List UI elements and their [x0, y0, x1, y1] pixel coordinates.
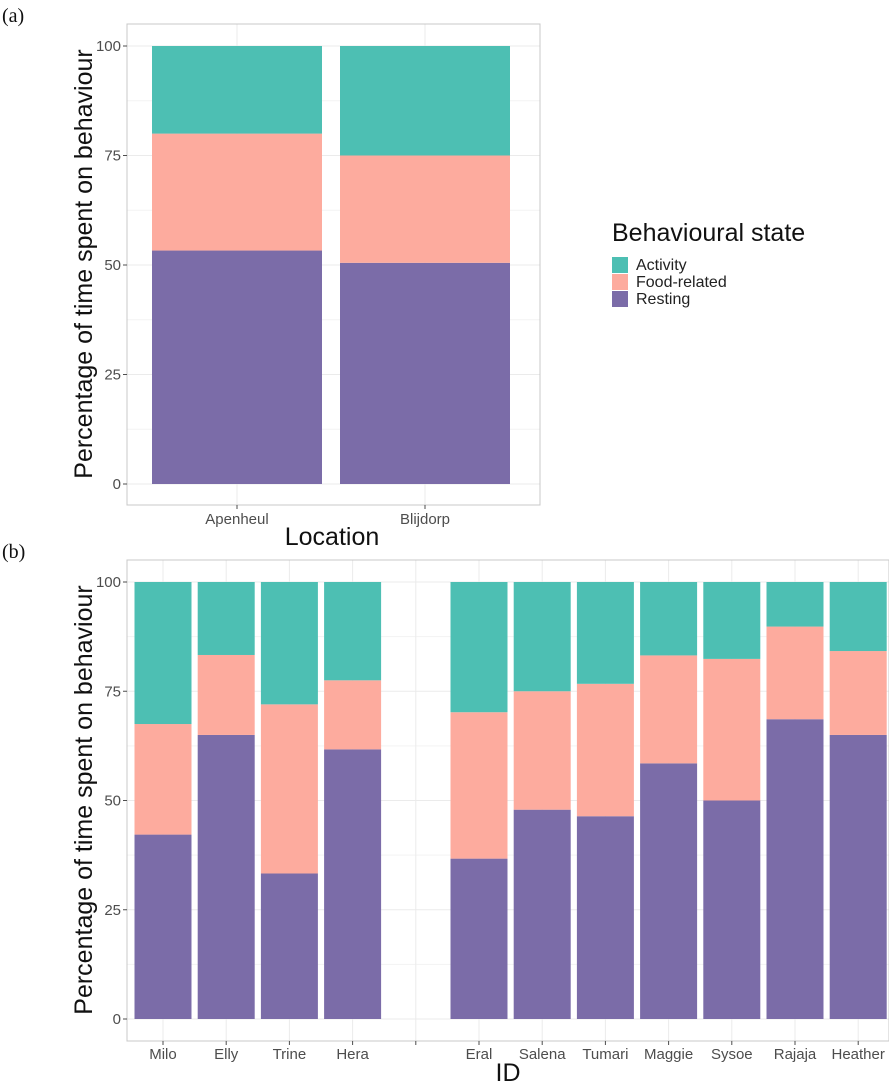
chart-panel-b: (b) 0 25 50 75 100 Milo Elly Trine Hera Eral Salena…	[2, 541, 889, 1084]
x-tick-label: Hera	[336, 1046, 369, 1063]
bar-activity-eral	[450, 582, 508, 713]
bar-resting-tumari	[576, 816, 634, 1019]
x-tick-label: Elly	[214, 1046, 239, 1063]
bar-activity-hera	[324, 582, 382, 681]
x-tick-label: Eral	[466, 1046, 493, 1063]
bar-activity-tumari	[576, 582, 634, 684]
bar-food-related-milo	[134, 724, 192, 835]
x-tick-label: Milo	[149, 1046, 177, 1063]
bar-food-related-eral	[450, 712, 508, 859]
legend-swatch-food-related	[612, 274, 628, 290]
bar-food-related-trine	[260, 704, 318, 874]
x-tick-label: Heather	[832, 1046, 885, 1063]
bar-resting-hera	[324, 749, 382, 1019]
bar-food-related-salena	[513, 691, 571, 810]
legend-title: Behavioural state	[612, 219, 805, 247]
x-tick-label: Sysoe	[711, 1046, 753, 1063]
bar-activity-maggie	[640, 582, 698, 656]
bar-resting-rajaja	[766, 719, 824, 1019]
bar-food-related-hera	[324, 680, 382, 750]
bar-resting-blijdorp	[340, 262, 510, 484]
bar-resting-sysoe	[703, 800, 761, 1019]
y-tick-label: 75	[104, 683, 121, 700]
bar-food-related-sysoe	[703, 658, 761, 801]
panel-label: (b)	[2, 541, 25, 563]
bar-food-related-tumari	[576, 683, 634, 817]
x-tick-label: Blijdorp	[400, 511, 450, 528]
y-tick-label: 50	[104, 257, 121, 274]
y-axis-title: Percentage of time spent on behaviour	[70, 49, 98, 478]
bar-resting-heather	[829, 734, 887, 1019]
bar-activity-rajaja	[766, 582, 824, 627]
bar-activity-apenheul	[152, 46, 322, 134]
y-tick-label: 100	[96, 38, 121, 55]
bar-resting-apenheul	[152, 250, 322, 484]
legend-swatch-activity	[612, 257, 628, 273]
bar-resting-eral	[450, 858, 508, 1019]
x-axis-title: Location	[285, 523, 380, 551]
bar-food-related-rajaja	[766, 626, 824, 720]
bar-food-related-heather	[829, 651, 887, 735]
y-tick-label: 75	[104, 148, 121, 165]
bar-food-related-blijdorp	[340, 155, 510, 263]
y-tick-label: 50	[104, 793, 121, 810]
bar-activity-blijdorp	[340, 46, 510, 156]
bar-resting-milo	[134, 834, 192, 1019]
bar-activity-milo	[134, 582, 192, 725]
x-tick-label: Apenheul	[205, 511, 268, 528]
bar-activity-elly	[197, 582, 255, 655]
x-axis-title: ID	[496, 1059, 521, 1084]
bar-resting-salena	[513, 809, 571, 1019]
bar-activity-heather	[829, 582, 887, 652]
bar-food-related-maggie	[640, 655, 698, 764]
bar-resting-trine	[260, 873, 318, 1019]
legend-swatch-resting	[612, 291, 628, 307]
y-tick-label: 25	[104, 902, 121, 919]
x-tick-label: Maggie	[644, 1046, 693, 1063]
y-tick-label: 0	[113, 476, 121, 493]
legend: Behavioural state ActivityFood-relatedRes…	[612, 219, 805, 308]
bar-resting-maggie	[640, 763, 698, 1019]
x-tick-label: Rajaja	[774, 1046, 817, 1063]
bar-activity-salena	[513, 582, 571, 692]
bar-resting-elly	[197, 734, 255, 1019]
x-tick-label: Tumari	[582, 1046, 628, 1063]
bar-activity-sysoe	[703, 582, 761, 659]
legend-label-activity: Activity	[636, 257, 687, 274]
bar-activity-trine	[260, 582, 318, 705]
bar-food-related-apenheul	[152, 133, 322, 251]
x-tick-label: Salena	[519, 1046, 566, 1063]
y-tick-label: 25	[104, 367, 121, 384]
chart-panel-a: (a) 0 25 50 75 100 Apenheul Blijdorp Location Per…	[2, 5, 541, 551]
legend-label-resting: Resting	[636, 291, 690, 308]
y-axis-title: Percentage of time spent on behaviour	[70, 585, 98, 1014]
y-tick-label: 100	[96, 574, 121, 591]
y-tick-label: 0	[113, 1011, 121, 1028]
legend-label-food-related: Food-related	[636, 274, 727, 291]
bar-food-related-elly	[197, 654, 255, 735]
x-tick-label: Trine	[273, 1046, 307, 1063]
panel-label: (a)	[2, 5, 24, 27]
